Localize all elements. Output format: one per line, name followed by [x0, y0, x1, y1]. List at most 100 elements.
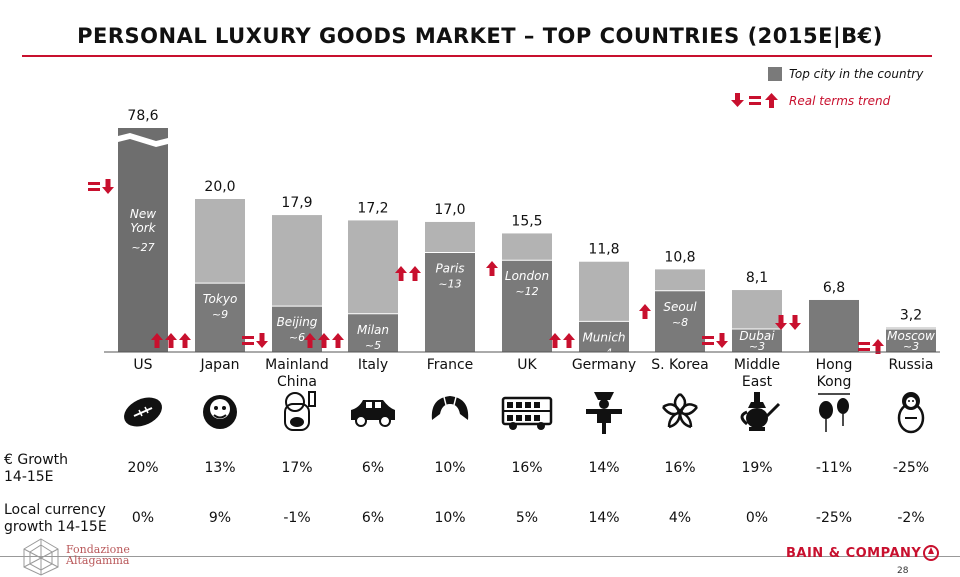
trend-down-arrow-icon [716, 333, 728, 348]
category-label: China [277, 374, 317, 390]
city-name-label: New York [130, 207, 157, 235]
trend-up-arrow-icon [409, 266, 421, 281]
city-name-label: Beijing [277, 315, 318, 329]
croissant-icon [431, 396, 469, 420]
fiat-car-icon [351, 400, 395, 427]
city-name-label: Tokyo [203, 292, 238, 306]
footer-rule [0, 556, 960, 557]
growth-value: 14% [588, 460, 620, 476]
legend-up-arrow-icon [765, 93, 778, 100]
trend-equal-arrow-icon [88, 182, 100, 191]
value-label: 11,8 [588, 242, 619, 258]
city-value-label: ~4 [596, 346, 612, 359]
city-bar-moscow [886, 329, 936, 352]
growth-value: 19% [741, 460, 773, 476]
trend-up-arrow-icon [395, 266, 407, 281]
category-label: France [427, 357, 474, 373]
trend-up-arrow-icon [304, 333, 316, 348]
city-value-label: ~3 [749, 340, 765, 353]
legend-label-top-city: Top city in the country [789, 67, 924, 81]
growth-value: 13% [204, 460, 236, 476]
city-value-label: ~8 [672, 316, 688, 329]
category-label: S. Korea [651, 357, 708, 373]
page-number: 28 [897, 566, 909, 576]
city-bar-tokyo [195, 283, 245, 352]
city-value-label: ~3 [903, 340, 919, 353]
value-label: 10,8 [664, 249, 695, 265]
category-label: US [133, 357, 152, 373]
bain-circle-icon [923, 545, 939, 561]
trend-up-arrow-icon [486, 261, 498, 276]
growth-value: 17% [281, 460, 313, 476]
trend-down-arrow-icon [789, 315, 801, 330]
growth-value: 16% [664, 460, 696, 476]
trend-equal-arrow-icon [702, 336, 714, 345]
city-value-label: ~27 [131, 241, 154, 254]
page-title: PERSONAL LUXURY GOODS MARKET – TOP COUNT… [77, 24, 883, 48]
legend-down-arrow-icon [735, 93, 740, 101]
category-label: Middle [734, 357, 780, 373]
bar-chart: 78,6 New York ~27 US 20,0 Tokyo ~9 Japan 17,9 Beij… [88, 108, 940, 390]
growth-value: 5% [515, 510, 539, 526]
trend-up-arrow-icon [872, 339, 884, 354]
value-label: 17,2 [357, 200, 388, 216]
city-value-label: ~12 [515, 285, 538, 298]
category-label: Germany [572, 357, 636, 373]
trend-up-arrow-icon [179, 333, 191, 348]
trend-up-arrow-icon [563, 333, 575, 348]
value-label: 20,0 [204, 179, 235, 195]
legend-label-trend: Real terms trend [789, 94, 891, 108]
category-label: UK [517, 357, 537, 373]
growth-value: 14% [588, 510, 620, 526]
altagamma-logo-icon [23, 538, 59, 576]
growth-value: -25% [892, 460, 930, 476]
city-name-label: London [505, 269, 549, 283]
city-name-label: Paris [435, 262, 464, 276]
trend-up-arrow-icon [332, 333, 344, 348]
growth-value: 20% [127, 460, 159, 476]
trend-down-arrow-icon [256, 333, 268, 348]
trend-down-arrow-icon [775, 315, 787, 330]
city-name-label: Dubai [739, 329, 775, 343]
lucky-cat-icon [284, 391, 316, 431]
city-bar-milan [348, 313, 398, 352]
city-value-label: ~9 [212, 308, 228, 321]
city-bar-seoul [655, 290, 705, 352]
category-label: Japan [199, 357, 239, 373]
growth-value: 0% [131, 510, 155, 526]
growth-value: 10% [434, 460, 466, 476]
scarecrow-icon [586, 392, 622, 434]
value-label: 78,6 [127, 108, 158, 124]
category-label: Italy [358, 357, 388, 373]
city-name-label: Milan [357, 323, 389, 337]
legend-down-arrow-head [731, 100, 744, 107]
value-label: 15,5 [511, 213, 542, 229]
daruma-doll-icon [203, 395, 237, 429]
growth-value: 6% [361, 510, 385, 526]
bain-logo: BAIN & COMPANY [786, 546, 922, 561]
category-label: Hong [816, 357, 853, 373]
double-decker-bus-icon [501, 396, 553, 430]
local-growth-label: Local currency growth 14-15E [4, 502, 107, 535]
city-bar-dubai [732, 329, 782, 352]
growth-value: 10% [434, 510, 466, 526]
trend-up-arrow-icon [549, 333, 561, 348]
growth-value: 6% [361, 460, 385, 476]
teapot-icon [740, 392, 781, 431]
category-label: Mainland [265, 357, 329, 373]
city-bar-munich [579, 321, 629, 352]
city-value-label: ~6 [289, 331, 305, 344]
trend-down-arrow-icon [102, 179, 114, 194]
bar-us [118, 128, 168, 352]
legend-equal-icon [749, 96, 761, 99]
city-value-label: ~5 [365, 339, 381, 352]
matryoshka-icon [897, 392, 925, 434]
title-rule [22, 55, 932, 57]
city-value-label: ~13 [438, 278, 461, 291]
axis-break [114, 133, 172, 147]
city-name-label: Moscow [887, 329, 935, 343]
growth-value: -2% [897, 510, 925, 526]
altagamma-wordmark: Fondazione Altagamma [66, 543, 130, 567]
value-label: 8,1 [746, 270, 768, 286]
trend-up-arrow-icon [639, 304, 651, 319]
